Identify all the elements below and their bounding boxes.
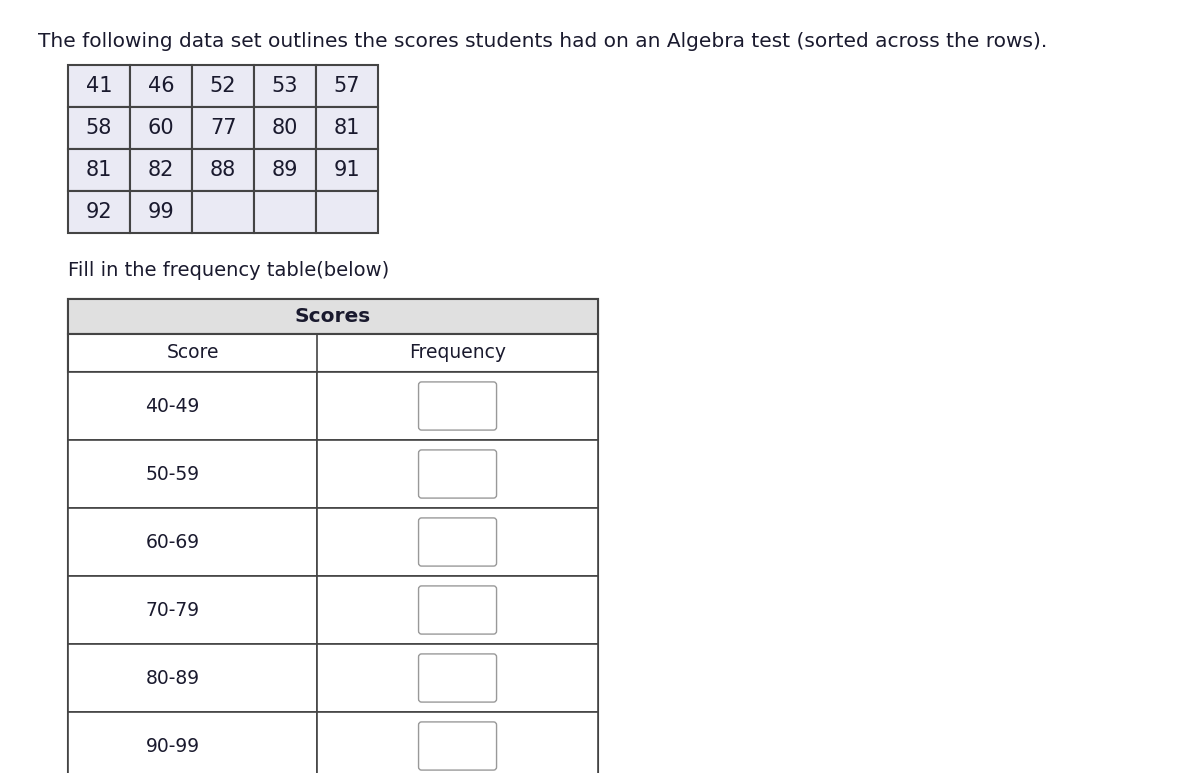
Bar (192, 149, 254, 191)
Text: 90-99: 90-99 (145, 737, 199, 755)
Bar (68, 65, 130, 107)
Text: 81: 81 (86, 160, 112, 180)
Bar (68, 644, 317, 712)
Bar (68, 712, 317, 773)
Bar (130, 149, 192, 191)
Bar (316, 191, 378, 233)
Text: 89: 89 (271, 160, 299, 180)
Text: 57: 57 (334, 76, 360, 96)
Bar (68, 107, 130, 149)
Text: 82: 82 (148, 160, 174, 180)
Text: 80-89: 80-89 (145, 669, 199, 687)
Text: 41: 41 (85, 76, 113, 96)
Bar (317, 440, 598, 508)
Bar (68, 440, 317, 508)
Text: The following data set outlines the scores students had on an Algebra test (sort: The following data set outlines the scor… (38, 32, 1048, 51)
FancyBboxPatch shape (419, 586, 497, 634)
FancyBboxPatch shape (419, 382, 497, 430)
Bar (316, 107, 378, 149)
Bar (130, 107, 192, 149)
Text: 70-79: 70-79 (145, 601, 199, 619)
Bar (68, 149, 130, 191)
Text: 53: 53 (271, 76, 299, 96)
Bar (316, 65, 378, 107)
Bar (317, 712, 598, 773)
Bar (68, 299, 598, 773)
Text: 99: 99 (148, 202, 174, 222)
Bar (317, 372, 598, 440)
Bar (316, 149, 378, 191)
Bar (68, 334, 598, 372)
Bar (317, 644, 598, 712)
Bar (254, 149, 316, 191)
Bar (68, 191, 130, 233)
Bar (130, 65, 192, 107)
Bar (254, 191, 316, 233)
FancyBboxPatch shape (419, 518, 497, 566)
Text: Score: Score (167, 343, 218, 363)
Text: Scores: Scores (295, 307, 371, 326)
Text: 60: 60 (148, 118, 174, 138)
Text: 40-49: 40-49 (145, 397, 200, 416)
Bar (192, 191, 254, 233)
Text: 52: 52 (210, 76, 236, 96)
Bar (317, 508, 598, 576)
Text: 60-69: 60-69 (145, 533, 199, 551)
FancyBboxPatch shape (419, 722, 497, 770)
Text: 88: 88 (210, 160, 236, 180)
Bar (68, 299, 598, 334)
FancyBboxPatch shape (419, 450, 497, 498)
Bar (68, 372, 317, 440)
Bar (130, 191, 192, 233)
Text: 46: 46 (148, 76, 174, 96)
Bar (317, 576, 598, 644)
Text: 81: 81 (334, 118, 360, 138)
Text: 58: 58 (86, 118, 112, 138)
Bar (254, 65, 316, 107)
Text: 80: 80 (272, 118, 298, 138)
Text: Fill in the frequency table(below): Fill in the frequency table(below) (68, 261, 389, 280)
Bar (192, 65, 254, 107)
Bar (68, 508, 317, 576)
Text: Frequency: Frequency (409, 343, 506, 363)
Text: 92: 92 (85, 202, 113, 222)
Text: 91: 91 (334, 160, 360, 180)
Text: 50-59: 50-59 (145, 465, 199, 483)
Bar (254, 107, 316, 149)
FancyBboxPatch shape (419, 654, 497, 702)
Bar (68, 576, 317, 644)
Text: 77: 77 (210, 118, 236, 138)
Bar (192, 107, 254, 149)
